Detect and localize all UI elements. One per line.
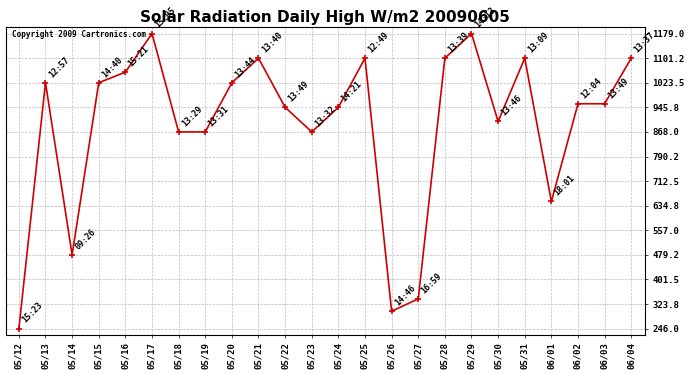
Text: 12:49: 12:49 — [366, 30, 391, 54]
Title: Solar Radiation Daily High W/m2 20090605: Solar Radiation Daily High W/m2 20090605 — [140, 10, 510, 25]
Text: 13:29: 13:29 — [180, 104, 204, 128]
Text: 13:49: 13:49 — [606, 76, 630, 100]
Text: Copyright 2009 Cartronics.com: Copyright 2009 Cartronics.com — [12, 30, 146, 39]
Text: 16:59: 16:59 — [420, 271, 444, 295]
Text: 14:21: 14:21 — [339, 80, 364, 104]
Text: 09:26: 09:26 — [73, 227, 97, 251]
Text: 13:49: 13:49 — [286, 80, 310, 104]
Text: 15:05: 15:05 — [153, 6, 177, 30]
Text: 13:31: 13:31 — [206, 104, 230, 128]
Text: 13:39: 13:39 — [446, 30, 471, 54]
Text: 13:44: 13:44 — [233, 55, 257, 79]
Text: 14:46: 14:46 — [393, 284, 417, 308]
Text: 13:09: 13:09 — [526, 30, 550, 54]
Text: 12:57: 12:57 — [47, 55, 71, 79]
Text: 14:40: 14:40 — [100, 55, 124, 79]
Text: 14:13: 14:13 — [473, 6, 497, 30]
Text: 13:46: 13:46 — [500, 94, 524, 118]
Text: 18:01: 18:01 — [553, 174, 577, 198]
Text: 12:04: 12:04 — [580, 76, 603, 100]
Text: 15:23: 15:23 — [20, 301, 44, 325]
Text: 13:32: 13:32 — [313, 104, 337, 128]
Text: 13:40: 13:40 — [260, 30, 284, 54]
Text: 15:21: 15:21 — [127, 44, 150, 68]
Text: 13:37: 13:37 — [633, 30, 657, 54]
